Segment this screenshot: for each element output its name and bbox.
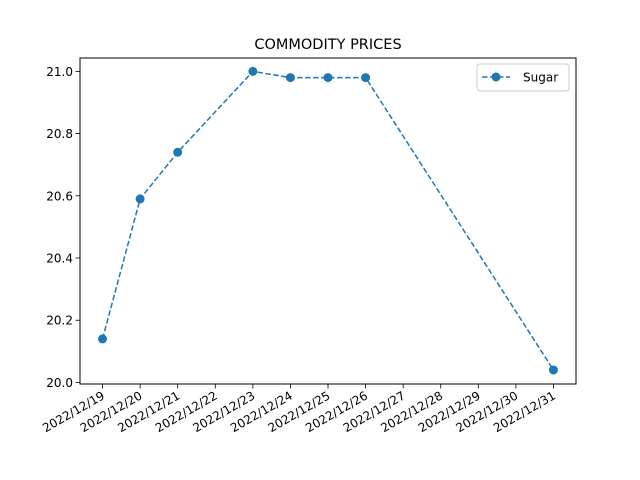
legend-box — [476, 63, 570, 92]
legend-marker-sugar — [491, 72, 501, 82]
y-tick-label: 20.8 — [46, 127, 73, 141]
legend-label-sugar: Sugar — [523, 71, 558, 85]
data-point — [98, 334, 108, 344]
data-point — [173, 147, 183, 157]
chart-title: COMMODITY PRICES — [254, 37, 401, 53]
data-point — [248, 66, 258, 76]
plot-content — [98, 66, 558, 375]
y-tick-label: 20.4 — [46, 252, 73, 266]
y-tick-label: 20.0 — [46, 376, 73, 390]
data-point — [548, 365, 558, 375]
y-axis: 20.0 20.2 20.4 20.6 20.8 21.0 — [46, 65, 80, 390]
y-tick-label: 20.2 — [46, 314, 73, 328]
data-point — [285, 73, 295, 83]
y-tick-label: 20.6 — [46, 189, 73, 203]
legend: Sugar — [476, 63, 570, 92]
y-tick-label: 21.0 — [46, 65, 73, 79]
series-line-sugar — [101, 70, 555, 371]
data-point — [135, 194, 145, 204]
data-point — [361, 73, 371, 83]
data-point — [323, 73, 333, 83]
